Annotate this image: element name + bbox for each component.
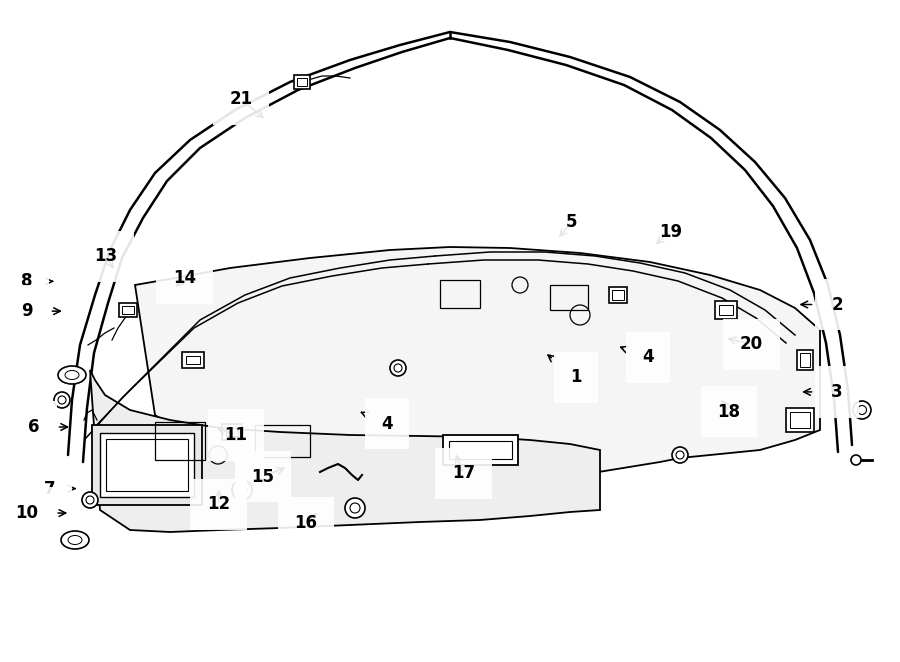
Bar	[297, 78, 307, 86]
Text: 20: 20	[729, 335, 763, 354]
Text: 3: 3	[804, 383, 842, 401]
Bar	[443, 435, 518, 465]
Bar	[100, 433, 194, 497]
Text: 12: 12	[207, 491, 230, 514]
Text: 10: 10	[15, 504, 66, 522]
Circle shape	[672, 447, 688, 463]
Text: 11: 11	[219, 426, 248, 444]
Bar	[182, 352, 204, 368]
Circle shape	[54, 392, 70, 408]
Polygon shape	[135, 247, 820, 480]
Bar	[186, 356, 200, 364]
Bar	[609, 287, 627, 303]
Text: 19: 19	[657, 222, 682, 244]
Bar	[255, 425, 310, 457]
Text: 17: 17	[452, 455, 475, 483]
Ellipse shape	[61, 531, 89, 549]
Text: 14: 14	[173, 269, 196, 287]
Circle shape	[82, 492, 98, 508]
Polygon shape	[90, 370, 600, 532]
Text: 5: 5	[560, 213, 577, 236]
Bar	[448, 441, 511, 459]
Bar	[715, 301, 737, 319]
Text: 16: 16	[294, 514, 318, 532]
Bar	[550, 285, 588, 310]
Text: 1: 1	[548, 355, 581, 387]
Text: 4: 4	[362, 412, 392, 433]
Circle shape	[345, 498, 365, 518]
Bar	[226, 428, 238, 436]
Circle shape	[851, 455, 861, 465]
Bar	[122, 306, 134, 314]
Bar	[106, 439, 188, 491]
Bar	[612, 290, 624, 300]
Bar	[119, 303, 137, 317]
Text: 21: 21	[230, 90, 263, 118]
Text: 4: 4	[621, 346, 653, 367]
Text: 6: 6	[29, 418, 68, 436]
Text: 2: 2	[801, 295, 842, 314]
Circle shape	[390, 360, 406, 376]
Text: 13: 13	[94, 247, 118, 267]
Text: 8: 8	[22, 272, 53, 291]
Text: 9: 9	[22, 302, 60, 320]
Bar	[719, 305, 733, 315]
Bar	[786, 408, 814, 432]
Bar	[222, 424, 242, 440]
Bar	[790, 412, 810, 428]
Text: 15: 15	[251, 467, 284, 486]
Bar	[294, 75, 310, 89]
Text: 7: 7	[44, 479, 76, 498]
Bar	[797, 350, 813, 370]
Bar	[92, 425, 202, 505]
Bar	[440, 280, 480, 308]
Bar	[155, 422, 205, 460]
Circle shape	[853, 401, 871, 419]
Text: 18: 18	[717, 401, 741, 421]
Bar	[800, 353, 810, 367]
Circle shape	[232, 480, 252, 500]
Ellipse shape	[58, 366, 86, 384]
